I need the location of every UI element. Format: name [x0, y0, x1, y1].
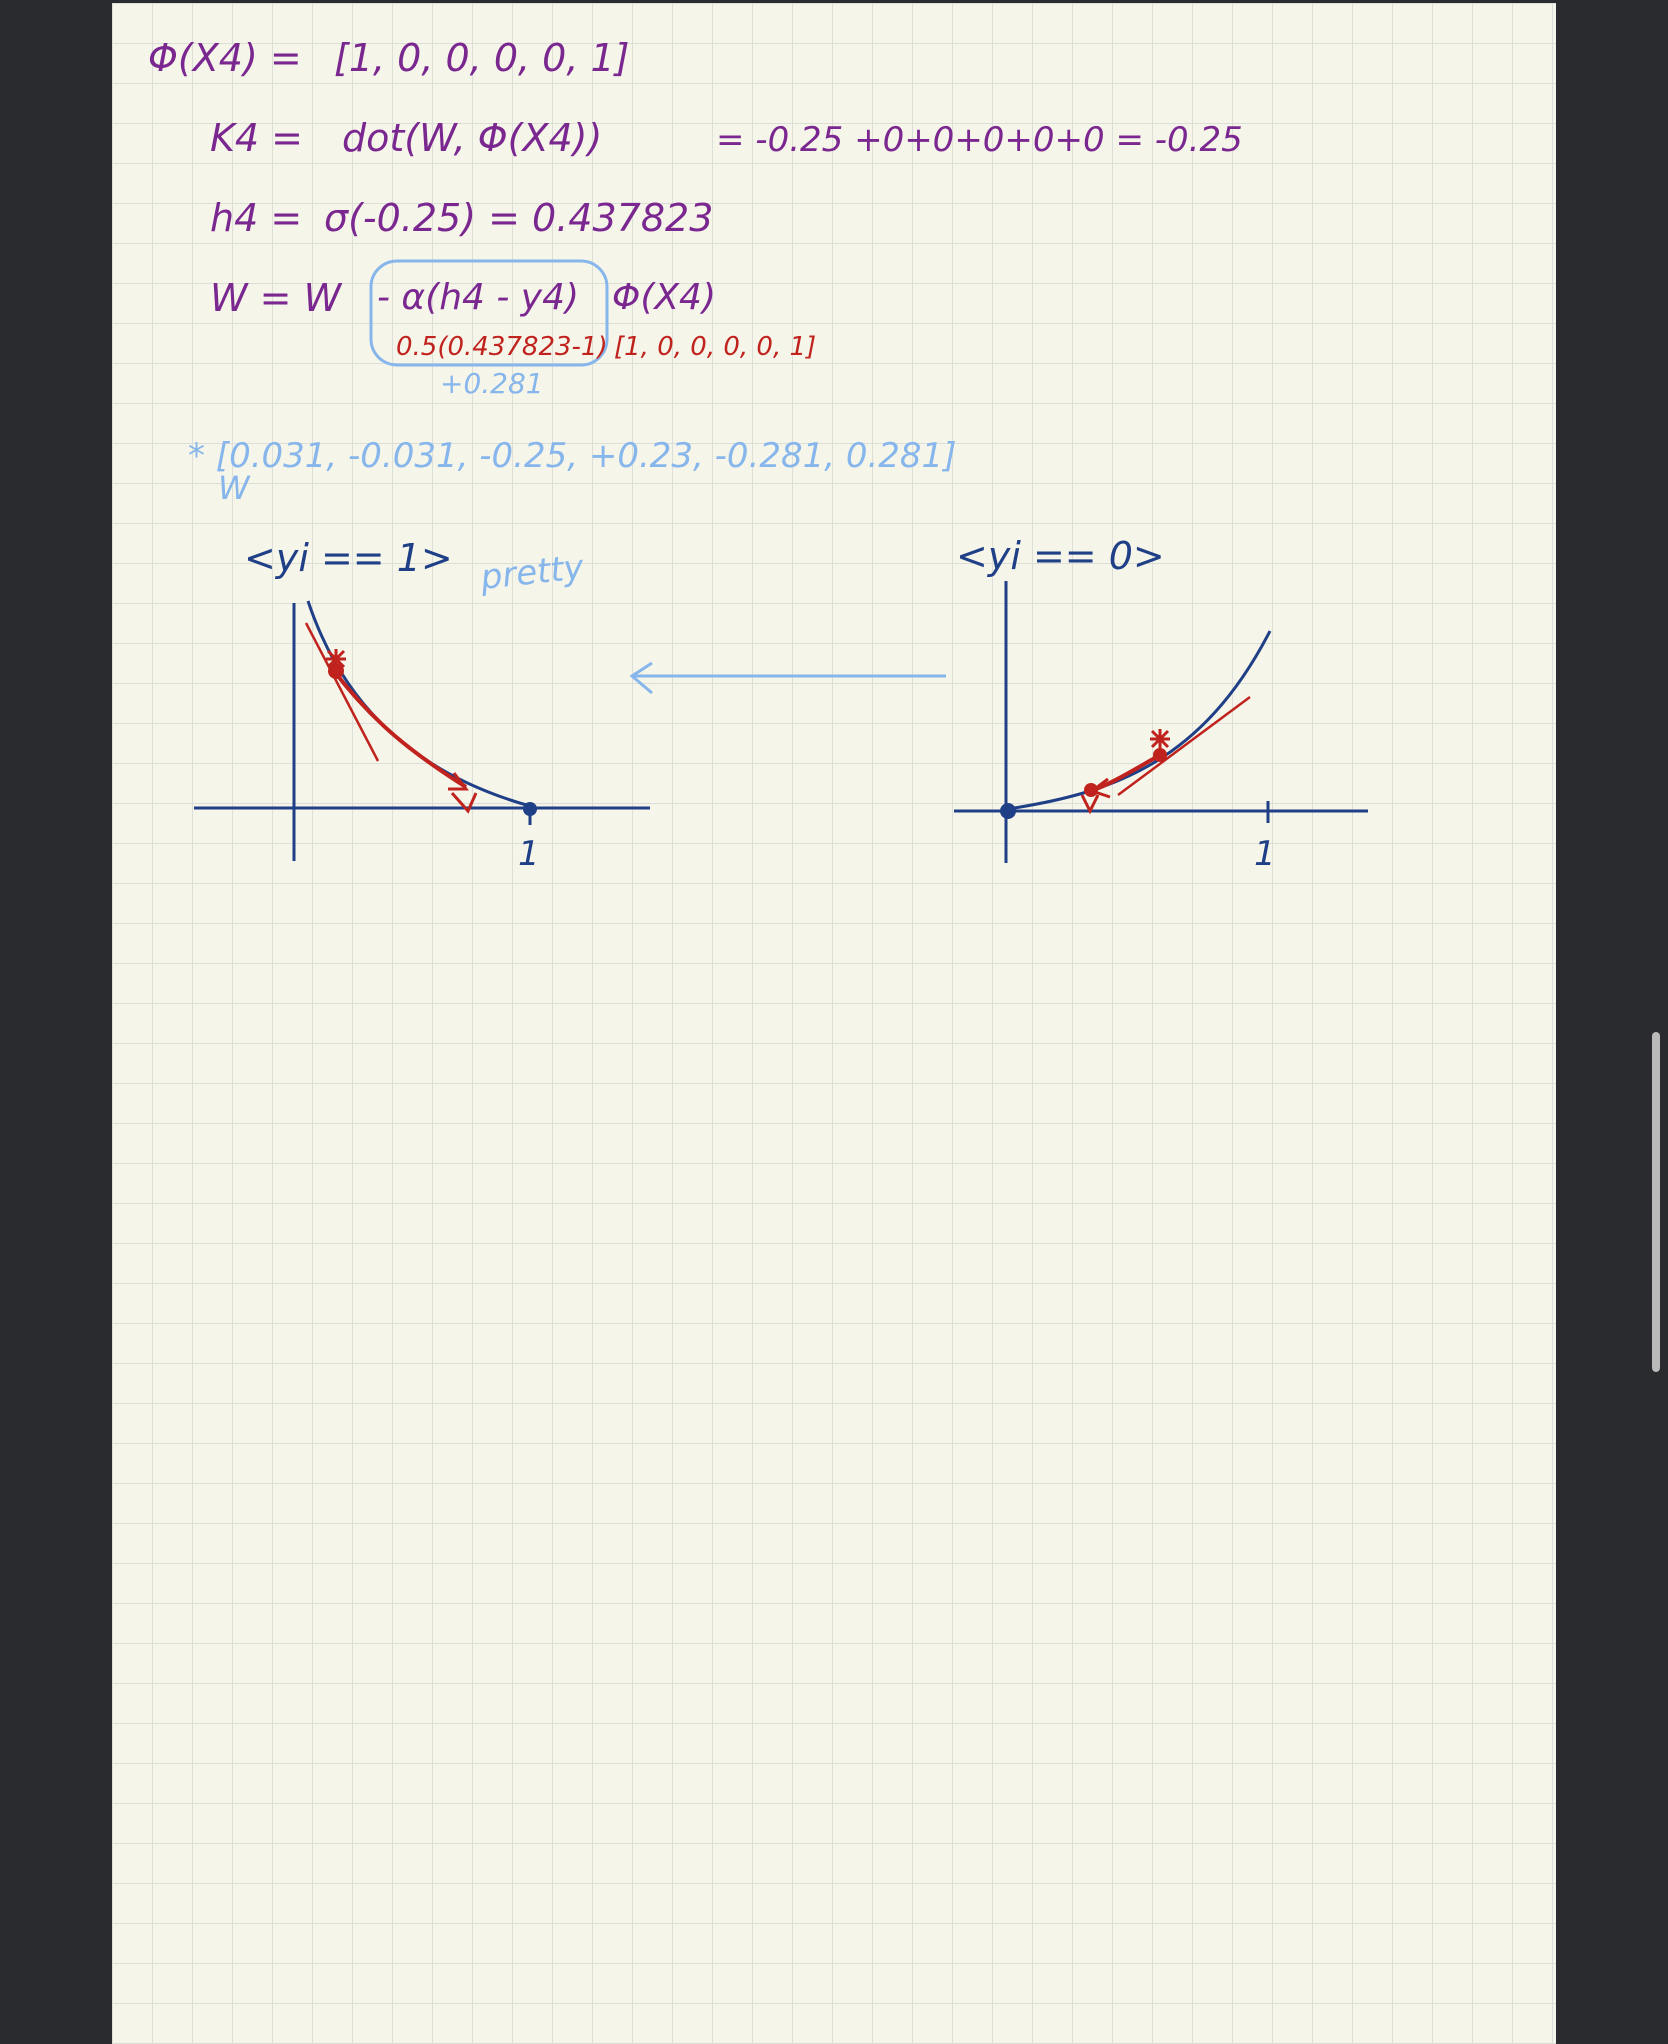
left-graph-endpoint [523, 802, 537, 816]
w-update-delta-value: +0.281 [440, 367, 544, 400]
right-graph-title: <yi == 0> [956, 534, 1165, 578]
phi-x4-label: Φ(X4) = [148, 36, 302, 80]
left-graph-tangent-line [304, 622, 380, 762]
note-page[interactable]: Φ(X4) = [1, 0, 0, 0, 0, 1] K4 = dot(W, Φ… [112, 3, 1556, 2044]
right-graph-loss-curve [1007, 630, 1272, 811]
left-graph-title: <yi == 1> [244, 536, 453, 580]
right-graph-gradient-arrow [1095, 753, 1161, 791]
left-graph-gradient-arrow [332, 669, 468, 789]
comparison-arrow [629, 661, 946, 695]
k4-evaluation: = -0.25 +0+0+0+0+0 = -0.25 [716, 120, 1243, 160]
left-graph-star-mark [326, 649, 346, 669]
right-graph-start-point [1153, 748, 1167, 762]
phi-x4-vector: [1, 0, 0, 0, 0, 1] [334, 36, 630, 80]
right-graph-end-point [1084, 783, 1098, 797]
right-graph-tick-label: 1 [1254, 834, 1276, 874]
right-graph: 1 [954, 581, 1368, 874]
left-graph-start-point [328, 663, 344, 679]
w-update-phi-term: Φ(X4) [612, 277, 716, 318]
left-graph: 1 [194, 600, 650, 874]
h4-label: h4 = [210, 196, 302, 240]
left-graph-annotation: pretty [478, 547, 587, 598]
right-graph-tangent-line [1117, 695, 1251, 797]
k4-label: K4 = [210, 116, 303, 160]
w-update-numeric-vector: [1, 0, 0, 0, 0, 1] [614, 332, 816, 362]
left-graph-down-arrow [450, 792, 478, 814]
w-update-numeric-gradient: 0.5(0.437823-1) [396, 332, 608, 362]
scrollbar-thumb[interactable] [1652, 1032, 1660, 1372]
updated-weight-symbol: W [218, 469, 251, 507]
updated-weight-vector: * [0.031, -0.031, -0.25, +0.23, -0.281, … [188, 436, 956, 476]
k4-dot-expression: dot(W, Φ(X4)) [342, 116, 602, 160]
right-graph-origin-point [1000, 803, 1016, 819]
scrollbar-track[interactable] [1651, 0, 1663, 2044]
handwriting-layer: Φ(X4) = [1, 0, 0, 0, 0, 1] K4 = dot(W, Φ… [148, 36, 1368, 874]
right-graph-star-mark [1150, 729, 1170, 749]
h4-sigmoid-value: σ(-0.25) = 0.437823 [324, 196, 713, 240]
w-update-lhs: W = W [210, 276, 343, 320]
right-graph-down-arrow [1080, 794, 1100, 815]
w-update-boxed-term: - α(h4 - y4) [377, 277, 579, 318]
left-graph-loss-curve [306, 600, 531, 808]
highlight-box [369, 259, 609, 367]
left-graph-tick-label: 1 [518, 834, 540, 874]
